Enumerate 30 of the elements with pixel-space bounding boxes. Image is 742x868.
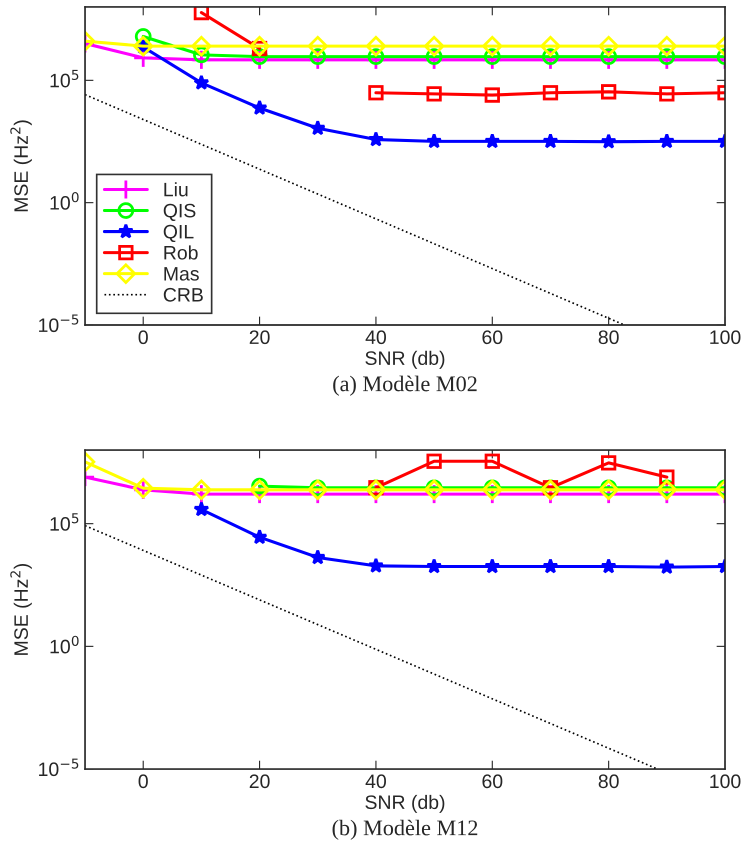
legend-label: QIL	[164, 224, 194, 242]
x-tick-label: 0	[138, 330, 148, 344]
legend-label: Rob	[164, 245, 198, 260]
x-tick-label: 100	[710, 330, 740, 344]
x-tick-label: 0	[138, 774, 148, 788]
x-axis-title: SNR (db)	[365, 350, 444, 369]
y-tick-label: 10$^{5}$	[50, 70, 78, 88]
legend-label: QIS	[164, 204, 196, 222]
x-tick-label: 80	[598, 330, 619, 344]
x-tick-label: 40	[366, 774, 386, 788]
x-tick-label: 100	[710, 774, 740, 788]
x-axis-title: SNR (db)	[365, 794, 444, 813]
x-tick-label: 80	[598, 774, 619, 788]
legend-label: Mas	[164, 267, 199, 281]
legend-label: Liu	[164, 182, 188, 196]
y-tick-label: 10$^{0}$	[50, 636, 79, 654]
y-axis-title: MSE (Hz$^{2}$)	[10, 120, 32, 212]
y-tick-label: 10$^{−5}$	[39, 758, 78, 776]
x-tick-label: 60	[482, 774, 502, 788]
y-tick-label: 10$^{−5}$	[39, 314, 78, 332]
y-axis-title: MSE (Hz$^{2}$)	[10, 564, 32, 655]
y-tick-label: 10$^{5}$	[50, 513, 78, 531]
legend-label: CRB	[164, 288, 203, 302]
x-tick-label: 20	[250, 330, 270, 344]
x-tick-label: 40	[366, 330, 386, 344]
x-tick-label: 60	[482, 330, 502, 344]
text: (a) Modèle M02	[333, 376, 477, 396]
text: (b) Modèle M12	[332, 820, 478, 840]
y-tick-label: 10$^{0}$	[50, 192, 79, 210]
x-tick-label: 20	[250, 774, 270, 788]
